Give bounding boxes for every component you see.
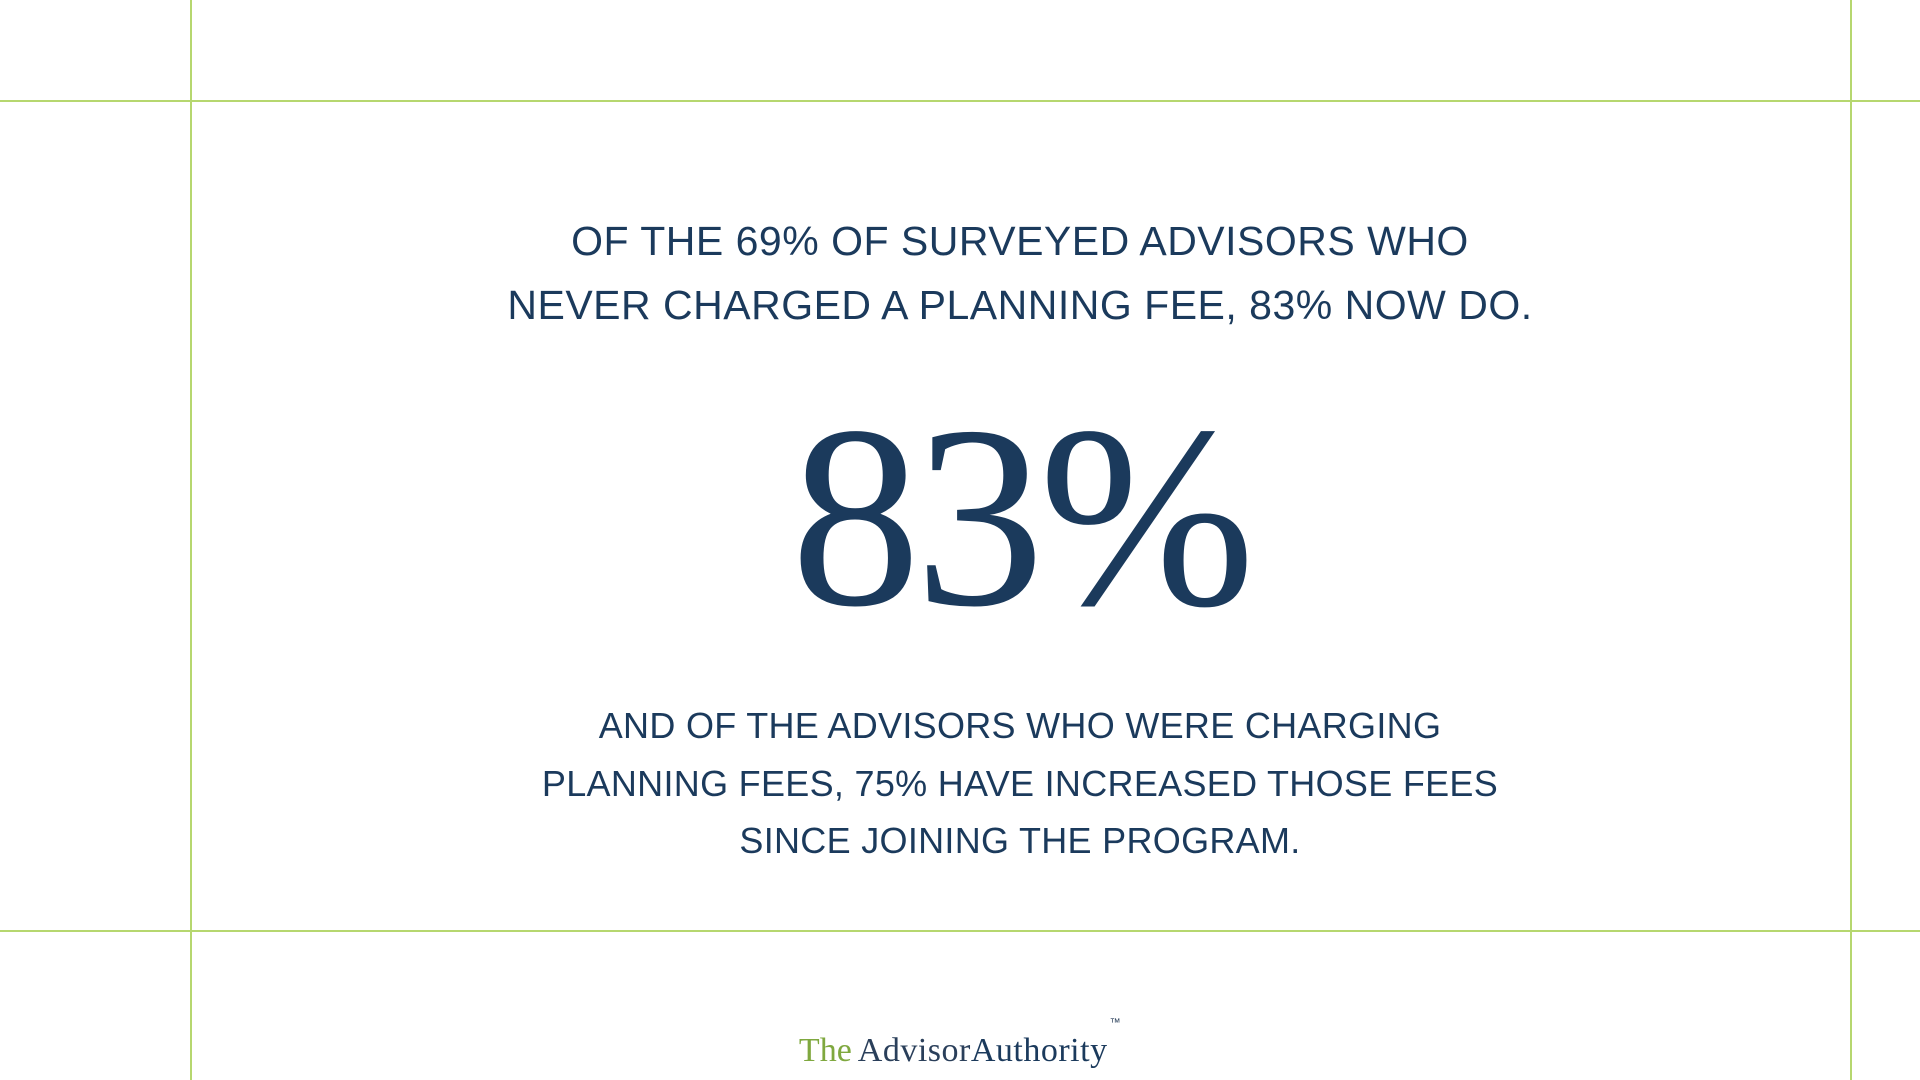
content-area: OF THE 69% OF SURVEYED ADVISORS WHO NEVE… (190, 100, 1850, 930)
grid-line-bottom (0, 930, 1920, 932)
subtext: AND OF THE ADVISORS WHO WERE CHARGING PL… (542, 697, 1498, 870)
subtext-line2-pre: PLANNING FEES, 75% HAVE (542, 763, 1045, 804)
subtext-line1: AND OF THE ADVISORS WHO WERE CHARGING (542, 697, 1498, 755)
subtext-highlight: INCREASED THOSE FEES (1045, 763, 1498, 804)
subtext-line2: PLANNING FEES, 75% HAVE INCREASED THOSE … (542, 755, 1498, 813)
slide-canvas: OF THE 69% OF SURVEYED ADVISORS WHO NEVE… (0, 0, 1920, 1080)
logo-authority: Authority (971, 1032, 1108, 1069)
logo-tm: ™ (1110, 1017, 1122, 1029)
logo-wordmark: AdvisorAuthority™ (858, 1034, 1121, 1068)
headline-line2: NEVER CHARGED A PLANNING FEE, 83% NOW DO… (507, 282, 1532, 328)
headline-text: OF THE 69% OF SURVEYED ADVISORS WHO NEVE… (507, 210, 1532, 337)
logo-the: The (799, 1034, 852, 1068)
grid-line-right (1850, 0, 1852, 1080)
subtext-line3: SINCE JOINING THE PROGRAM. (542, 812, 1498, 870)
logo: The AdvisorAuthority™ (799, 1034, 1121, 1068)
big-stat: 83% (791, 387, 1250, 647)
logo-advisor: Advisor (858, 1032, 971, 1069)
headline-line1: OF THE 69% OF SURVEYED ADVISORS WHO (571, 218, 1469, 264)
